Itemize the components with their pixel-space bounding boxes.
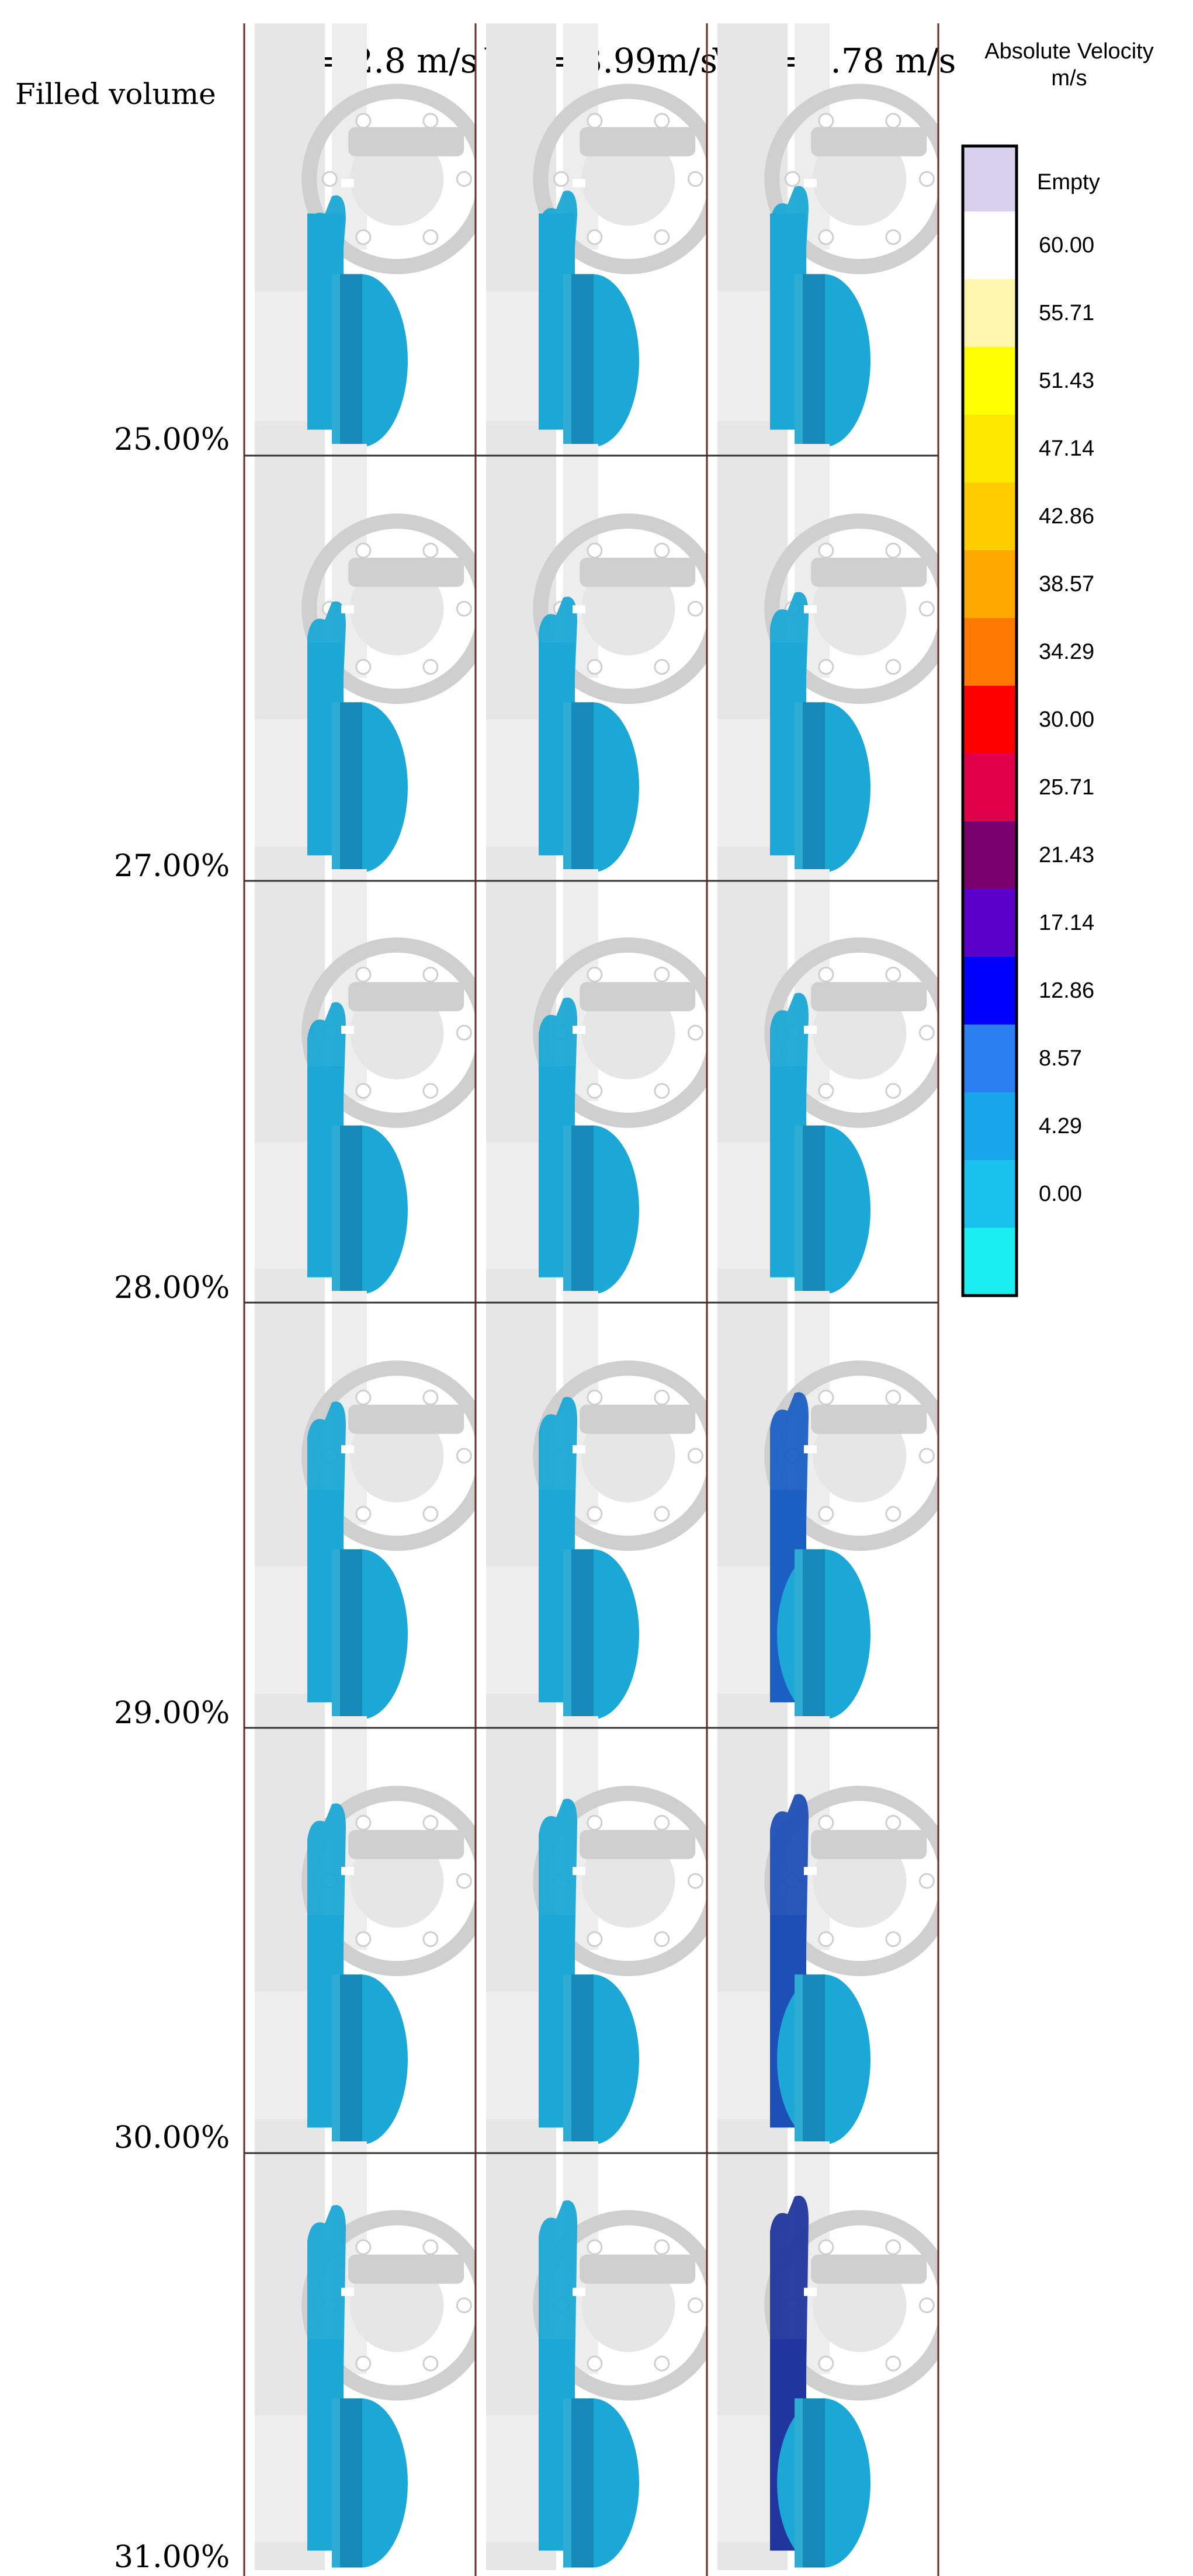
simulation-panels xyxy=(255,23,938,2570)
legend-band-empty xyxy=(963,146,1017,211)
panel-grid xyxy=(243,23,939,2576)
legend-band-label: 51.43 xyxy=(1039,369,1094,393)
sim-panel-vp-4-78-fill-30 xyxy=(717,1716,938,2147)
legend-band-label: 4.29 xyxy=(1039,1114,1082,1138)
legend-band xyxy=(963,347,1017,415)
legend-band xyxy=(963,1160,1017,1228)
sim-panel-vp-2-8-fill-30 xyxy=(255,1716,476,2147)
legend-band-label: 21.43 xyxy=(1039,843,1094,867)
legend-band xyxy=(963,1025,1017,1092)
legend-band xyxy=(963,1092,1017,1160)
sim-panel-vp-4-78-fill-27 xyxy=(717,444,938,875)
legend-band-label: 0.00 xyxy=(1039,1182,1082,1206)
sim-panel-vp-2-8-fill-29 xyxy=(255,1291,476,1722)
legend-band-label: 38.57 xyxy=(1039,572,1094,596)
sim-panel-vp-2-8-fill-25 xyxy=(255,23,476,450)
sim-panel-vp-3-99-fill-28 xyxy=(486,869,707,1297)
legend-band-label: 25.71 xyxy=(1039,775,1094,800)
color-legend: Absolute Velocity m/s Empty 60.00 55.71 51.… xyxy=(961,39,1154,1297)
sim-panel-vp-3-99-fill-27 xyxy=(486,444,707,875)
sim-panel-vp-4-78-fill-25 xyxy=(717,23,938,450)
legend-band-label: 30.00 xyxy=(1039,707,1094,732)
legend-band-label: 34.29 xyxy=(1039,640,1094,664)
legend-band xyxy=(963,686,1017,754)
sim-panel-vp-3-99-fill-25 xyxy=(486,23,707,450)
row-header-label: Filled volume xyxy=(15,77,216,111)
row-label-28: 28.00% xyxy=(114,1270,230,1306)
legend-band xyxy=(963,415,1017,482)
row-label-31: 31.00% xyxy=(114,2540,230,2575)
sim-panel-vp-3-99-fill-31 xyxy=(486,2141,707,2570)
sim-panel-vp-3-99-fill-29 xyxy=(486,1291,707,1722)
legend-color-bands xyxy=(961,144,1018,1297)
row-label-25: 25.00% xyxy=(114,422,230,457)
legend-band-label: 47.14 xyxy=(1039,436,1094,461)
legend-labels: Empty 60.00 55.71 51.43 47.14 42.86 38.57 34.29… xyxy=(1037,170,1100,1206)
sim-panel-vp-4-78-fill-28 xyxy=(717,869,938,1297)
legend-band-label: 55.71 xyxy=(1039,301,1094,325)
row-label-29: 29.00% xyxy=(114,1696,230,1731)
legend-band xyxy=(963,550,1017,618)
legend-band xyxy=(963,279,1017,347)
legend-band-label: 42.86 xyxy=(1039,504,1094,529)
sim-panel-vp-4-78-fill-29 xyxy=(717,1291,938,1722)
legend-band xyxy=(963,957,1017,1025)
legend-band-label: 8.57 xyxy=(1039,1046,1082,1071)
legend-title: Absolute Velocity xyxy=(984,39,1153,64)
legend-band xyxy=(963,618,1017,686)
legend-band xyxy=(963,211,1017,279)
legend-band xyxy=(963,889,1017,957)
sim-panel-vp-2-8-fill-27 xyxy=(255,444,476,875)
sim-panel-vp-3-99-fill-30 xyxy=(486,1716,707,2147)
legend-band xyxy=(963,754,1017,821)
row-label-30: 30.00% xyxy=(114,2120,230,2155)
legend-label-empty: Empty xyxy=(1037,170,1100,195)
legend-band xyxy=(963,482,1017,550)
legend-band-label: 60.00 xyxy=(1039,233,1094,258)
sim-panel-vp-2-8-fill-31 xyxy=(255,2141,476,2570)
sim-panel-vp-2-8-fill-28 xyxy=(255,869,476,1297)
row-label-27: 27.00% xyxy=(114,849,230,884)
legend-band-label: 12.86 xyxy=(1039,978,1094,1003)
legend-band xyxy=(963,1228,1017,1296)
legend-band xyxy=(963,821,1017,889)
legend-frame xyxy=(961,144,1018,1297)
legend-unit: m/s xyxy=(1051,66,1087,91)
sim-panel-vp-4-78-fill-31 xyxy=(717,2141,938,2570)
legend-band-label: 17.14 xyxy=(1039,911,1094,935)
